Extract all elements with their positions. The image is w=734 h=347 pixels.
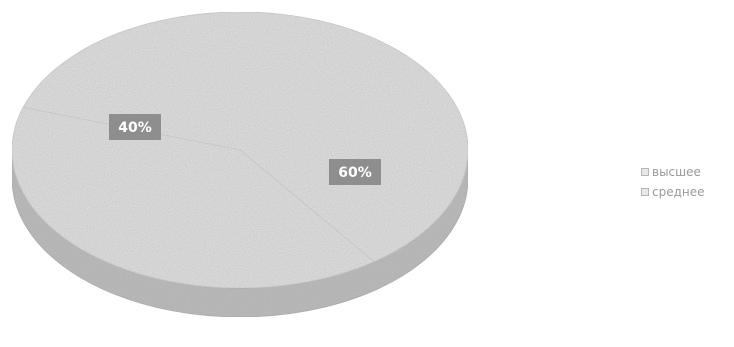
data-label-text-0: 60%	[338, 165, 372, 181]
legend-item-srednee: среднее	[641, 182, 705, 202]
data-label-box-1	[109, 114, 161, 140]
legend-item-vysshee: высшее	[641, 162, 705, 182]
data-labels: 60% 40%	[109, 114, 381, 185]
legend-swatch-vysshee	[641, 168, 649, 176]
pie-slices	[11, 11, 469, 289]
pie-slice-1	[11, 106, 375, 289]
legend-label-srednee: среднее	[652, 185, 705, 199]
data-label-1: 40%	[109, 114, 161, 140]
data-label-box-0	[329, 159, 381, 185]
pie-slice-0	[22, 11, 469, 263]
data-label-0: 60%	[329, 159, 381, 185]
data-label-text-1: 40%	[118, 120, 152, 136]
legend: высшее среднее	[641, 162, 705, 202]
legend-swatch-srednee	[641, 188, 649, 196]
legend-label-vysshee: высшее	[652, 165, 701, 179]
